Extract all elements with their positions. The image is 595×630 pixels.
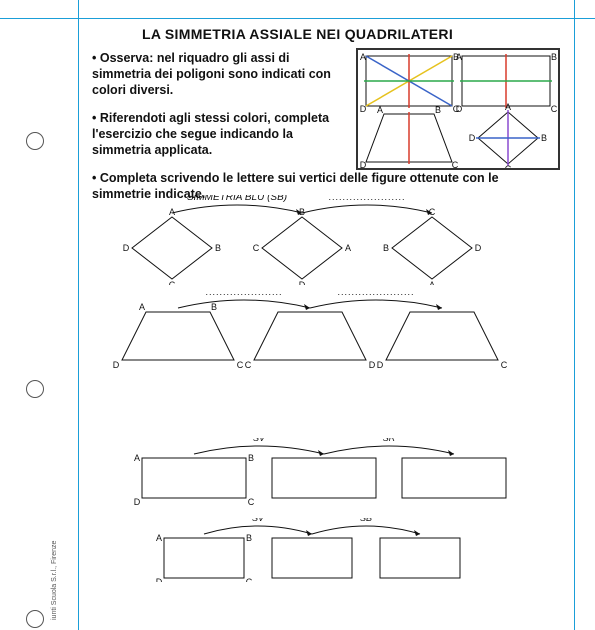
svg-text:SIMMETRIA BLU (SB): SIMMETRIA BLU (SB) (187, 195, 287, 203)
svg-text:D: D (360, 160, 367, 168)
svg-text:SV: SV (253, 438, 266, 443)
page-title: LA SIMMETRIA ASSIALE NEI QUADRILATERI (0, 26, 595, 42)
svg-text:C: C (505, 164, 512, 168)
rhombus-exercise-row: ADCBBCDACBADSIMMETRIA BLU (SB)..........… (92, 195, 522, 285)
svg-text:B: B (435, 105, 441, 115)
trapezoid-exercise-row: ABDCCDDC................................… (92, 290, 522, 370)
svg-text:B: B (248, 453, 254, 463)
svg-text:B: B (211, 302, 217, 312)
svg-text:D: D (123, 243, 130, 253)
svg-text:D: D (475, 243, 482, 253)
instruction-1: • Osserva: nel riquadro gli assi di simm… (92, 50, 342, 98)
margin-rule-left (78, 0, 79, 630)
worksheet-page: LA SIMMETRIA ASSIALE NEI QUADRILATERI • … (0, 0, 595, 630)
svg-text:C: C (551, 104, 558, 114)
svg-text:A: A (156, 533, 162, 543)
svg-text:C: C (169, 280, 176, 285)
svg-text:D: D (369, 360, 376, 370)
svg-text:B: B (541, 133, 547, 143)
svg-text:......................: ...................... (205, 290, 282, 297)
svg-text:C: C (248, 497, 255, 507)
instruction-2: • Riferendoti agli stessi colori, comple… (92, 110, 342, 158)
svg-text:B: B (551, 52, 557, 62)
publisher-credit: iunti Scuola S.r.l., Firenze (51, 541, 58, 620)
svg-text:A: A (456, 52, 462, 62)
svg-text:C: C (501, 360, 508, 370)
svg-text:SV: SV (252, 518, 265, 523)
svg-text:D: D (360, 104, 367, 114)
margin-rule-top (0, 18, 595, 19)
svg-text:D: D (134, 497, 141, 507)
svg-text:A: A (377, 105, 383, 115)
svg-text:SR: SR (383, 438, 396, 443)
binder-hole (26, 380, 44, 398)
binder-hole (26, 610, 44, 628)
svg-text:C: C (245, 360, 252, 370)
svg-text:B: B (383, 243, 389, 253)
svg-text:A: A (345, 243, 351, 253)
svg-text:D: D (456, 104, 463, 114)
svg-text:A: A (360, 52, 366, 62)
svg-text:B: B (246, 533, 252, 543)
svg-text:D: D (377, 360, 384, 370)
content-area: • Osserva: nel riquadro gli assi di simm… (92, 50, 560, 212)
rectangle-row-b: A B D C SV SB (92, 518, 522, 582)
svg-text:D: D (299, 280, 306, 285)
svg-text:B: B (215, 243, 221, 253)
svg-text:D: D (156, 577, 163, 582)
svg-text:C: C (237, 360, 244, 370)
svg-text:D: D (469, 133, 476, 143)
reference-diagrams: ABDCABDCABDCABCD (358, 50, 558, 168)
svg-text:A: A (429, 280, 435, 285)
rectangle-row-a: A B D C SV SR (92, 438, 522, 508)
binder-hole (26, 132, 44, 150)
svg-text:......................: ...................... (328, 195, 405, 202)
svg-text:C: C (253, 243, 260, 253)
svg-text:C: C (452, 160, 459, 168)
margin-rule-right (574, 0, 575, 630)
svg-text:......................: ...................... (337, 290, 414, 297)
svg-text:A: A (139, 302, 145, 312)
reference-box: ABDCABDCABDCABCD (356, 48, 560, 170)
svg-text:C: C (246, 577, 253, 582)
svg-text:D: D (113, 360, 120, 370)
svg-text:A: A (505, 102, 511, 112)
svg-text:A: A (134, 453, 140, 463)
svg-text:SB: SB (360, 518, 372, 523)
